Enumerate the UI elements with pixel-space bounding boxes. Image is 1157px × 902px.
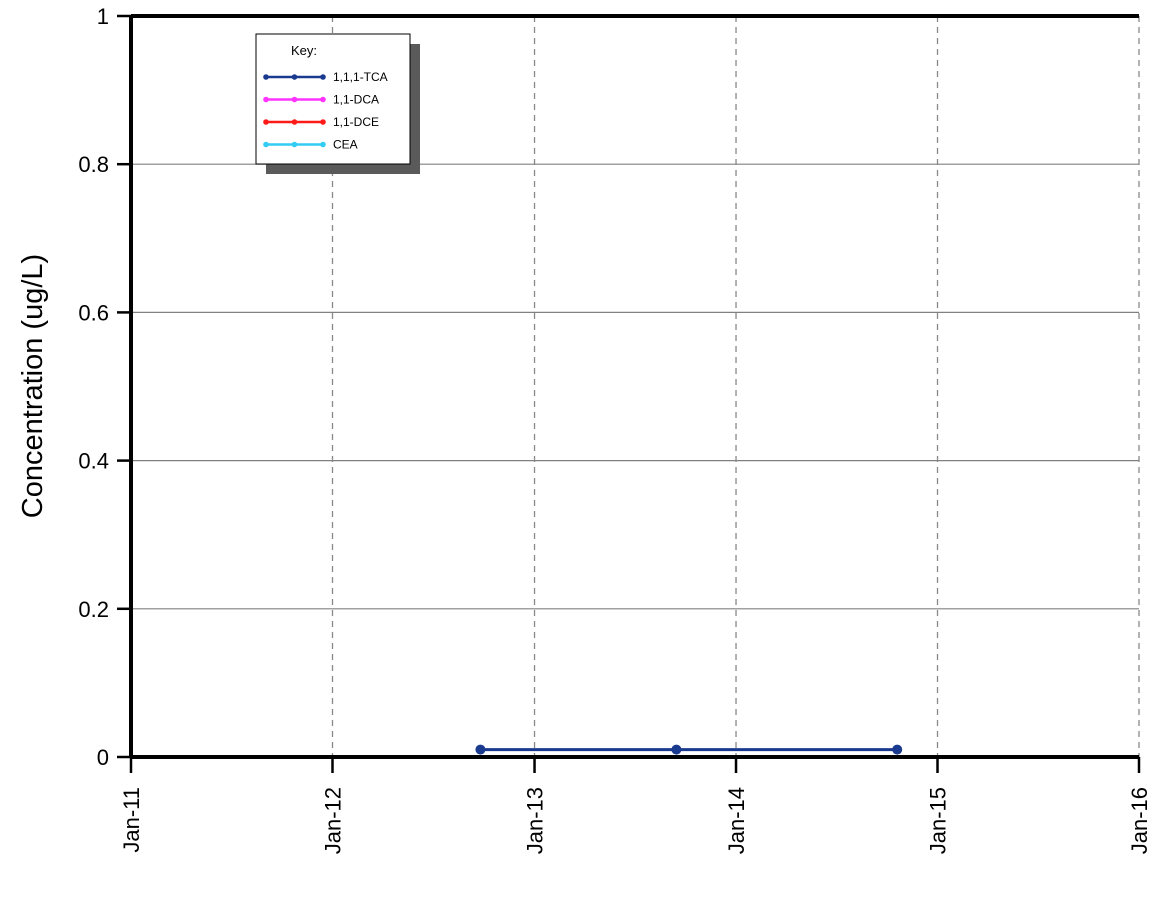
legend-swatch-marker xyxy=(320,119,326,125)
legend-swatch-marker xyxy=(291,141,298,148)
y-tick-label: 1 xyxy=(97,4,109,29)
tick-labels: 0 0.2 0.4 0.6 0.8 1 Jan-11 Jan-12 Jan-13 Jan-14 Ja… xyxy=(78,4,1152,854)
data-point xyxy=(475,744,486,755)
legend-swatch-marker xyxy=(263,74,269,80)
legend-entry-label: 1,1,1-TCA xyxy=(333,70,388,84)
x-tick-label: Jan-11 xyxy=(119,787,144,853)
x-tick-label: Jan-12 xyxy=(320,787,345,854)
legend-entry-label: CEA xyxy=(333,138,358,152)
y-axis-title: Concentration (ug/L) xyxy=(17,254,49,518)
legend-entry-label: 1,1-DCA xyxy=(333,93,379,107)
legend: Key: 1,1,1-TCA 1,1-DCA 1,1-DCE CEA xyxy=(255,33,420,174)
axes xyxy=(117,14,1141,773)
legend-swatch-marker xyxy=(263,96,269,103)
x-tick-label: Jan-13 xyxy=(523,787,548,854)
y-tick-label: 0 xyxy=(97,745,109,770)
x-tick-label: Jan-14 xyxy=(724,787,749,854)
legend-swatch-marker xyxy=(291,74,298,80)
legend-swatch-marker xyxy=(320,74,326,80)
legend-swatch-marker xyxy=(320,96,326,103)
legend-entries: 1,1,1-TCA 1,1-DCA 1,1-DCE CEA xyxy=(263,70,388,152)
y-tick-label: 0.8 xyxy=(78,152,109,177)
data-series xyxy=(475,744,903,755)
legend-title: Key: xyxy=(291,43,317,58)
legend-swatch-marker xyxy=(263,141,269,148)
data-point xyxy=(892,744,903,755)
y-tick-label: 0.6 xyxy=(78,300,109,325)
x-tick-label: Jan-16 xyxy=(1127,787,1152,854)
legend-swatch-marker xyxy=(291,96,298,103)
y-tick-label: 0.4 xyxy=(78,449,109,474)
legend-entry-label: 1,1-DCE xyxy=(333,115,379,129)
data-point xyxy=(671,744,682,755)
legend-swatch-marker xyxy=(320,141,326,148)
y-tick-label: 0.2 xyxy=(78,597,109,622)
x-tick-label: Jan-15 xyxy=(926,787,951,854)
legend-swatch-marker xyxy=(263,119,269,125)
legend-swatch-marker xyxy=(291,119,298,125)
